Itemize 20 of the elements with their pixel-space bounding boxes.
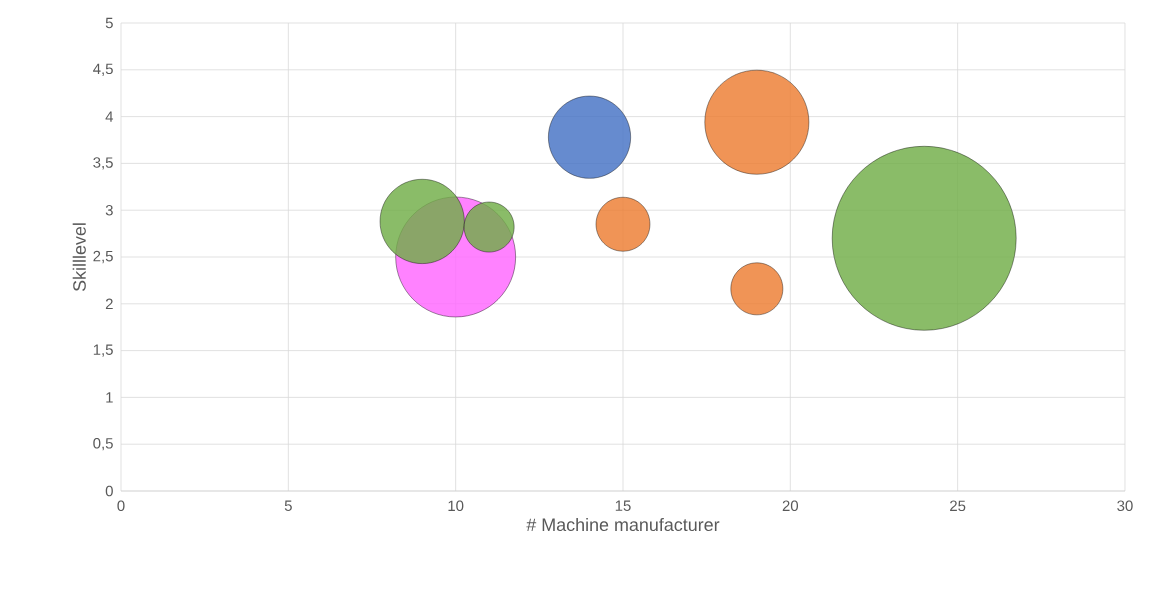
y-tick-label: 2,5 bbox=[93, 250, 113, 264]
y-tick-label: 3 bbox=[105, 204, 113, 216]
y-tick-label: 0,5 bbox=[93, 438, 113, 451]
y-tick-label: 1,5 bbox=[93, 344, 113, 357]
y-tick-label: 5 bbox=[105, 17, 113, 29]
x-tick-label: 20 bbox=[782, 500, 799, 512]
x-tick-label: 5 bbox=[284, 500, 292, 511]
y-tick-label: 4 bbox=[105, 111, 114, 122]
y-tick-label: 3,5 bbox=[93, 157, 113, 170]
y-tick-label: 4,5 bbox=[93, 63, 113, 76]
x-tick-label: 0 bbox=[117, 500, 125, 512]
x-tick-label: 15 bbox=[615, 500, 631, 511]
y-tick-label: 0 bbox=[105, 485, 113, 497]
x-tick-label: 10 bbox=[448, 500, 464, 512]
y-tick-label: 2 bbox=[105, 298, 113, 310]
y-tick-label: 1 bbox=[106, 392, 113, 403]
x-tick-label: 25 bbox=[950, 500, 966, 512]
x-tick-label: 30 bbox=[1117, 500, 1133, 512]
x-axis-title: # Machine manufacturer bbox=[526, 517, 720, 532]
y-axis-title: Skilllevel bbox=[72, 223, 86, 292]
